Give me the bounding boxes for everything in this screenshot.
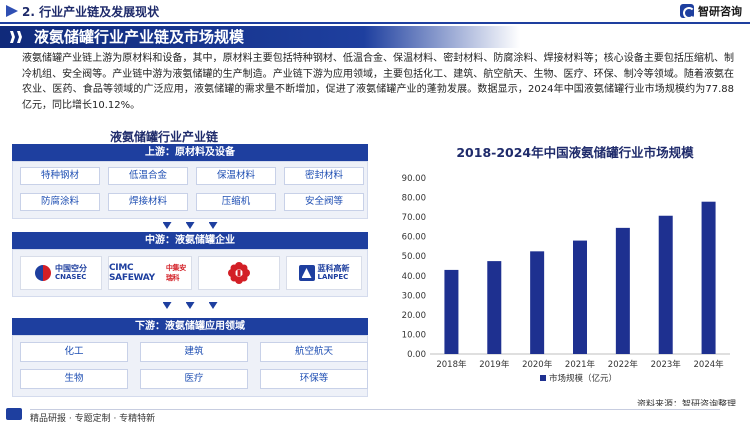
footer-divider — [30, 409, 720, 410]
footer — [0, 406, 750, 422]
downstream-item: 建筑 — [140, 342, 248, 362]
x-tick-label: 2024年 — [694, 359, 725, 370]
cimc-name: CIMC SAFEWAY — [109, 263, 155, 283]
down-arrow-icon — [208, 302, 218, 309]
upstream-header: 上游：原材料及设备 — [12, 144, 368, 161]
legend-label: 市场规模（亿元） — [549, 373, 617, 384]
y-tick-label: 90.00 — [402, 174, 426, 184]
x-tick-label: 2021年 — [565, 359, 596, 370]
top-bar: 2. 行业产业链及发展现状 智研咨询 — [0, 0, 750, 22]
chart-title: 2018-2024年中国液氨储罐行业市场规模 — [456, 145, 694, 160]
brand: 智研咨询 — [680, 3, 742, 19]
midstream-header: 中游：液氨储罐企业 — [12, 232, 368, 249]
downstream-header: 下游：液氨储罐应用领域 — [12, 318, 368, 335]
x-tick-label: 2020年 — [522, 359, 553, 370]
x-tick-label: 2022年 — [608, 359, 639, 370]
bar-2019年 — [487, 261, 502, 354]
upstream-item: 低温合金 — [108, 167, 188, 185]
arrows-mid-to-down — [0, 302, 380, 310]
upstream-item: 防腐涂料 — [20, 193, 100, 211]
x-tick-label: 2018年 — [436, 359, 467, 370]
title-banner — [0, 26, 520, 48]
upstream-item: 焊接材料 — [108, 193, 188, 211]
description-paragraph: 液氨储罐产业链上游为原材料和设备，其中，原材料主要包括特种钢材、低温合金、保温材… — [22, 53, 734, 111]
bar-2021年 — [573, 240, 587, 354]
legend-swatch — [540, 375, 546, 381]
y-tick-label: 30.00 — [402, 291, 426, 301]
lanpec-mark-icon — [298, 265, 315, 281]
upstream-item: 安全阀等 — [284, 193, 364, 211]
header-divider — [0, 22, 750, 24]
y-tick-label: 80.00 — [402, 194, 426, 204]
upstream-item: 压缩机 — [196, 193, 276, 211]
brand-name: 智研咨询 — [698, 5, 742, 18]
market-size-bar-chart: 0.00 10.00 20.00 30.00 40.00 50.00 60.00 70.00 8… — [402, 174, 730, 384]
bar-2020年 — [530, 251, 545, 354]
downstream-item: 医疗 — [140, 369, 248, 389]
flower-icon — [228, 262, 250, 284]
footer-slogan: 精品研报 · 专题定制 · 专精特新 — [30, 414, 156, 422]
cimc-safeway-logo: CIMC SAFEWAY 中集安瑞科 — [108, 256, 192, 290]
section-arrow-icon — [6, 5, 18, 17]
y-tick-label: 60.00 — [402, 233, 426, 243]
y-tick-label: 10.00 — [402, 330, 426, 340]
red-flower-logo — [198, 256, 280, 290]
down-arrow-icon — [185, 222, 195, 229]
lanpec-en: LANPEC — [317, 273, 349, 281]
lanpec-name: 蓝科高新 — [317, 264, 350, 273]
x-tick-label: 2023年 — [651, 359, 682, 370]
upstream-item: 保温材料 — [196, 167, 276, 185]
y-tick-label: 40.00 — [402, 272, 426, 282]
brand-logo-icon — [680, 4, 695, 19]
down-arrow-icon — [162, 222, 172, 229]
down-arrow-icon — [208, 222, 218, 229]
footer-book-icon — [6, 408, 22, 420]
down-arrow-icon — [162, 302, 172, 309]
page-title: 液氨储罐行业产业链及市场规模 — [34, 28, 245, 46]
cnasec-logo: 中国空分 CNASEC — [20, 256, 102, 290]
downstream-item: 航空航天 — [260, 342, 368, 362]
cnasec-en: CNASEC — [55, 273, 87, 281]
upstream-item: 特种钢材 — [20, 167, 100, 185]
down-arrow-icon — [185, 302, 195, 309]
downstream-item: 生物 — [20, 369, 128, 389]
section-title: 2. 行业产业链及发展现状 — [22, 5, 160, 19]
source-note: 资料来源：智研咨询整理 — [636, 400, 736, 410]
y-tick-label: 20.00 — [402, 311, 426, 321]
upstream-item: 密封材料 — [284, 167, 364, 185]
y-tick-label: 0.00 — [407, 350, 426, 360]
lanpec-logo: 蓝科高新 LANPEC — [286, 256, 362, 290]
diagram-title: 液氨储罐行业产业链 — [110, 130, 219, 144]
double-chevron-icon — [10, 31, 26, 43]
y-tick-label: 70.00 — [402, 213, 426, 223]
cnasec-name: 中国空分 — [55, 264, 87, 273]
bar-2024年 — [701, 201, 716, 354]
arrows-up-to-mid — [0, 222, 380, 230]
downstream-item: 环保等 — [260, 369, 368, 389]
bar-2022年 — [615, 227, 630, 354]
cnasec-mark-icon — [35, 265, 51, 281]
x-tick-label: 2019年 — [479, 359, 510, 370]
cimc-cn-name: 中集安瑞科 — [165, 264, 186, 282]
bar-2023年 — [658, 215, 673, 354]
bar-2018年 — [444, 269, 459, 354]
downstream-item: 化工 — [20, 342, 128, 362]
y-tick-label: 50.00 — [402, 252, 426, 262]
